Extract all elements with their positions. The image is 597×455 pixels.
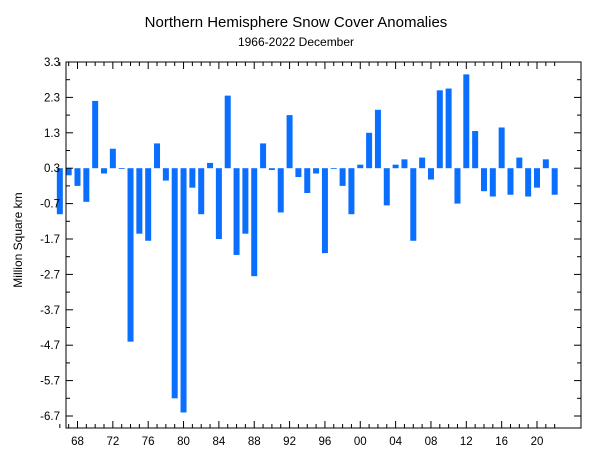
bar-2010 [445, 88, 452, 169]
bar-1982 [198, 168, 205, 215]
chart-subtitle: 1966-2022 December [238, 35, 354, 49]
bar-1983 [207, 162, 214, 169]
bar-1975 [136, 168, 143, 234]
x-tick-label: 88 [248, 436, 261, 448]
bar-2016 [498, 127, 505, 169]
bar-1978 [162, 168, 169, 181]
plot-frame [65, 61, 582, 429]
bar-2005 [401, 159, 408, 169]
x-tick-label: 00 [354, 436, 367, 448]
y-tick-label: -5.7 [40, 376, 60, 388]
bar-1974 [127, 168, 134, 342]
x-tick-label: 92 [283, 436, 296, 448]
bar-2001 [366, 132, 373, 169]
bar-2019 [525, 168, 532, 197]
bar-2009 [436, 90, 443, 169]
bar-2017 [507, 168, 514, 195]
bar-2018 [516, 157, 523, 169]
bar-1969 [83, 168, 90, 202]
bar-1996 [321, 168, 328, 254]
x-tick-label: 68 [71, 436, 84, 448]
bar-1977 [154, 143, 161, 169]
bar-2002 [374, 109, 381, 169]
bar-2007 [419, 157, 426, 169]
tick-labels-group: 3.3 2.3 1.3 0.3 -0.7 -1.7 -2.7 -3.7 -4.7 -5.7 -6.7… [40, 57, 543, 448]
y-tick-label: 1.3 [44, 128, 60, 140]
bar-1980 [180, 168, 187, 413]
x-tick-label: 08 [425, 436, 438, 448]
x-tick-label: 12 [460, 436, 473, 448]
chart-title: Northern Hemisphere Snow Cover Anomalies [145, 14, 448, 31]
bar-1968 [74, 168, 81, 186]
bar-1970 [92, 100, 99, 169]
bar-2015 [489, 168, 496, 197]
bar-2003 [383, 168, 390, 206]
y-tick-label: 0.3 [44, 163, 60, 175]
bar-1992 [286, 115, 293, 169]
y-tick-label: -0.7 [40, 199, 60, 211]
bar-1999 [348, 168, 355, 215]
bar-1971 [101, 168, 108, 174]
y-tick-label: 3.3 [44, 57, 60, 69]
bar-1966 [56, 168, 63, 215]
bar-2020 [534, 168, 540, 188]
bar-2000 [357, 164, 364, 169]
y-tick-label: 2.3 [44, 92, 60, 104]
y-tick-label: -4.7 [40, 340, 60, 352]
bar-1991 [277, 168, 284, 213]
x-tick-label: 84 [212, 436, 225, 448]
bars-group [56, 74, 558, 413]
bar-1994 [304, 168, 311, 193]
bar-1979 [171, 168, 178, 399]
x-tick-label: 20 [531, 436, 544, 448]
bar-1967 [65, 168, 72, 176]
bar-2011 [454, 168, 461, 204]
x-tick-label: 96 [319, 436, 332, 448]
y-axis-label: Million Square km [11, 192, 25, 287]
bar-1986 [233, 168, 240, 255]
y-tick-label: -2.7 [40, 269, 60, 281]
bar-1989 [260, 143, 267, 169]
bar-1990 [268, 168, 275, 170]
bar-1997 [330, 168, 337, 169]
bar-2013 [472, 131, 479, 169]
bar-1972 [109, 148, 116, 169]
x-tick-label: 80 [177, 436, 190, 448]
x-tick-label: 16 [495, 436, 508, 448]
bar-2004 [392, 164, 399, 169]
bar-1976 [145, 168, 152, 241]
bar-2022 [551, 168, 558, 195]
bar-1995 [313, 168, 320, 174]
ticks-group [59, 61, 581, 428]
y-tick-label: -3.7 [40, 305, 60, 317]
bar-1993 [295, 168, 302, 178]
bar-1987 [242, 168, 249, 234]
y-tick-label: -6.7 [40, 411, 60, 423]
x-tick-label: 76 [142, 436, 155, 448]
bar-2006 [410, 168, 417, 241]
y-tick-label: -1.7 [40, 234, 60, 246]
x-tick-label: 72 [106, 436, 119, 448]
bar-1973 [118, 168, 125, 169]
bar-1988 [251, 168, 258, 277]
bar-2021 [542, 159, 549, 169]
bar-1985 [224, 95, 231, 169]
bar-2012 [463, 74, 470, 169]
bar-2014 [480, 168, 487, 192]
x-tick-label: 04 [389, 436, 402, 448]
bar-1981 [189, 168, 196, 188]
bar-1984 [215, 168, 222, 239]
bar-2008 [427, 168, 434, 180]
bar-1998 [339, 168, 346, 186]
